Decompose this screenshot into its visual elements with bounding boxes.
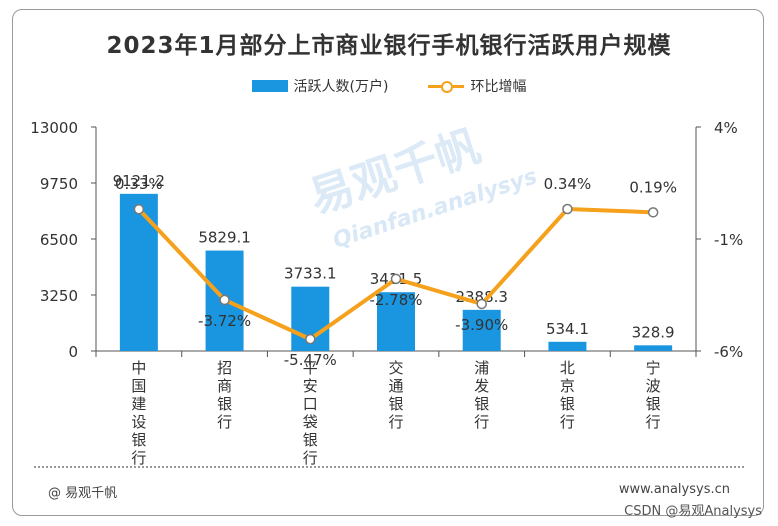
x-tick-label: 中国建设银行	[131, 359, 146, 467]
growth-value-label: -5.47%	[284, 351, 337, 369]
y-left-tick-label: 3250	[40, 287, 78, 305]
y-right-tick-label: 4%	[714, 119, 738, 137]
x-tick-label: 浦发银行	[474, 359, 489, 431]
bar-value-label: 534.1	[546, 320, 589, 338]
bar-value-label: 3733.1	[284, 265, 337, 283]
x-tick-label-char: 中	[131, 359, 146, 377]
x-tick-label-char: 行	[646, 413, 661, 431]
growth-value-label: 0.34%	[544, 175, 592, 193]
bar	[377, 292, 415, 351]
growth-point	[476, 298, 487, 310]
x-tick-label-char: 宁	[646, 359, 661, 377]
x-tick-label-char: 行	[388, 413, 403, 431]
x-tick-label-char: 交	[388, 359, 403, 377]
x-tick-label-char: 银	[131, 431, 146, 449]
x-tick-label-char: 招	[217, 359, 232, 377]
growth-value-label: -2.78%	[369, 291, 422, 309]
growth-value-label: -3.72%	[198, 312, 251, 330]
y-left-tick-label: 6500	[40, 231, 78, 249]
x-tick-label-char: 安	[303, 377, 318, 395]
y-right-tick-label: -6%	[714, 343, 743, 361]
footer-source: @ 易观千帆	[48, 486, 118, 501]
x-tick-label-char: 银	[388, 395, 403, 413]
legend-item-bars: 活跃人数(万户)	[251, 76, 389, 96]
x-tick-label: 北京银行	[560, 359, 575, 431]
x-tick-label-char: 银	[474, 395, 489, 413]
growth-point	[133, 203, 145, 215]
x-tick-label-char: 银	[560, 395, 575, 413]
x-tick-label-char: 银	[646, 395, 661, 413]
growth-point	[219, 294, 230, 306]
growth-value-label: -3.90%	[455, 316, 508, 334]
growth-point	[390, 273, 402, 285]
x-tick-label: 平安口袋银行	[303, 359, 318, 467]
bar	[119, 193, 158, 351]
legend-bar-swatch	[251, 80, 288, 92]
x-tick-label-char: 建	[131, 395, 146, 413]
x-tick-label: 宁波银行	[646, 359, 661, 431]
bar-value-label: 9121.2	[113, 172, 166, 190]
x-tick-label-char: 发	[474, 377, 489, 395]
x-tick-label-char: 京	[560, 377, 575, 395]
x-tick-label-char: 通	[388, 377, 403, 395]
footer-divider	[34, 466, 744, 468]
bar	[462, 309, 501, 351]
x-tick-label-char: 平	[303, 359, 318, 377]
growth-value-label: 0.19%	[629, 178, 677, 196]
growth-value-label: 0.33%	[115, 175, 163, 193]
x-tick-label-char: 银	[303, 431, 318, 449]
bar-value-label: 5829.1	[198, 229, 251, 247]
x-tick-label-char: 行	[131, 449, 146, 467]
footer-site: www.analysys.cn	[618, 482, 730, 497]
x-tick-label-char: 行	[474, 413, 489, 431]
legend-item-line: 环比增幅	[428, 76, 526, 96]
legend-bar-label: 活跃人数(万户)	[293, 79, 389, 95]
x-tick-label-char: 行	[560, 413, 575, 431]
x-tick-label-char: 行	[303, 449, 318, 467]
growth-point	[305, 333, 316, 345]
y-left-tick-label: 0	[68, 343, 78, 361]
x-tick-label-char: 银	[217, 395, 232, 413]
bar	[634, 345, 673, 351]
chart-legend: 活跃人数(万户) 环比增幅	[0, 76, 778, 96]
footer-credit: CSDN @易观Analysys	[624, 504, 762, 519]
x-tick-label-char: 浦	[474, 359, 489, 377]
growth-point	[562, 203, 573, 215]
growth-point	[647, 207, 659, 218]
x-tick-label-char: 商	[217, 377, 232, 395]
x-tick-label-char: 设	[131, 413, 146, 431]
legend-line-label: 环比增幅	[470, 79, 527, 95]
chart-title: 2023年1月部分上市商业银行手机银行活跃用户规模	[106, 33, 672, 59]
x-tick-label: 交通银行	[388, 359, 403, 431]
x-tick-label-char: 波	[646, 377, 661, 395]
bar-value-label: 328.9	[632, 323, 675, 341]
x-tick-label-char: 国	[131, 377, 146, 395]
y-left-tick-label: 9750	[40, 175, 78, 193]
x-tick-label: 招商银行	[217, 359, 232, 431]
x-tick-label-char: 行	[217, 413, 232, 431]
legend-line-swatch	[428, 80, 465, 93]
x-tick-label-char: 口	[303, 395, 318, 413]
x-tick-label-char: 北	[560, 359, 575, 377]
x-tick-label-char: 袋	[303, 413, 318, 431]
bar	[548, 341, 587, 351]
y-right-tick-label: -1%	[714, 231, 743, 249]
y-left-tick-label: 13000	[30, 119, 78, 137]
